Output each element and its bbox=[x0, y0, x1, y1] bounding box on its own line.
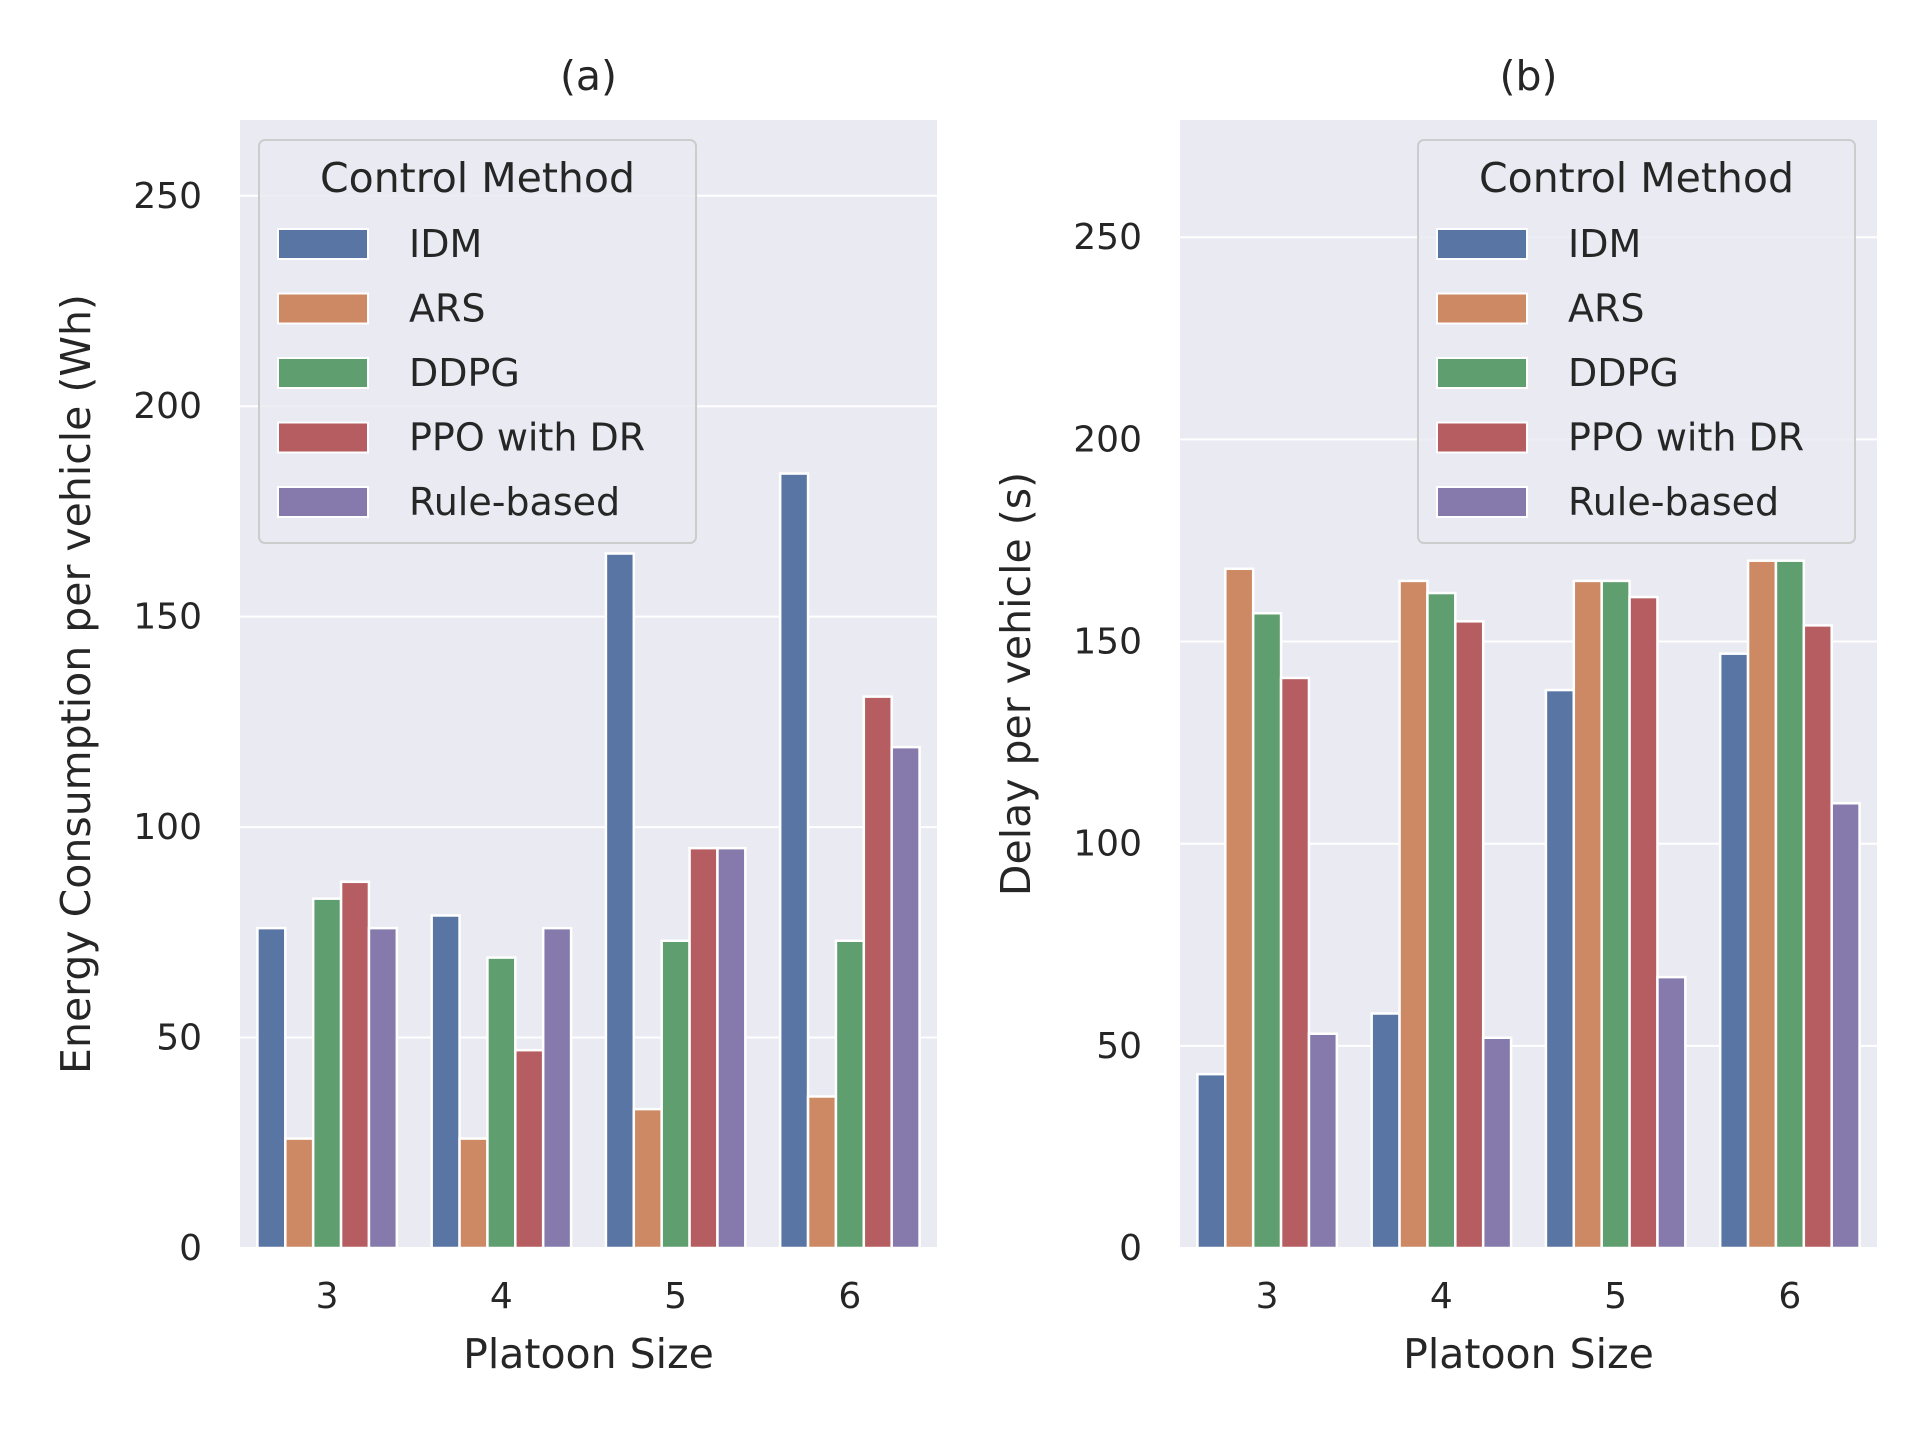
legend-label: IDM bbox=[409, 222, 482, 266]
bar bbox=[1454, 620, 1485, 1250]
y-tick-label: 100 bbox=[133, 807, 202, 848]
bar bbox=[862, 695, 893, 1250]
legend-label: ARS bbox=[1568, 287, 1645, 331]
bar bbox=[284, 1137, 315, 1250]
bar bbox=[541, 926, 573, 1250]
bar bbox=[1481, 1036, 1513, 1250]
legend-swatch bbox=[277, 292, 369, 325]
chart-panel-0: 0 50 100 150 200 250 3 4 5 6 Platoon Size Energy Co… bbox=[52, 52, 937, 1378]
bar bbox=[1718, 652, 1750, 1250]
y-axis-label: Energy Consumption per vehicle (Wh) bbox=[52, 294, 100, 1074]
y-tick-label: 150 bbox=[1073, 622, 1142, 663]
bar bbox=[716, 846, 747, 1250]
bar bbox=[1774, 559, 1806, 1250]
legend-swatch bbox=[1436, 421, 1528, 454]
bar bbox=[604, 552, 636, 1250]
y-tick-label: 0 bbox=[1119, 1228, 1142, 1269]
y-tick-label: 250 bbox=[1073, 217, 1142, 258]
legend-label: PPO with DR bbox=[409, 416, 645, 460]
y-tick-label: 50 bbox=[1096, 1026, 1142, 1067]
bar bbox=[486, 956, 517, 1250]
x-axis-label: Platoon Size bbox=[463, 1330, 714, 1378]
chart-panel-1: 0 50 100 150 200 250 3 4 5 6 Platoon Size Delay per… bbox=[992, 52, 1877, 1378]
bar bbox=[806, 1095, 838, 1250]
legend-swatch bbox=[277, 486, 369, 518]
x-tick-label: 3 bbox=[1256, 1276, 1279, 1317]
bar bbox=[458, 1137, 489, 1250]
y-tick-label: 200 bbox=[133, 386, 202, 427]
x-tick-label: 3 bbox=[316, 1276, 339, 1317]
legend-label: Rule-based bbox=[1568, 480, 1779, 524]
legend-label: DDPG bbox=[1568, 351, 1679, 395]
x-tick-label: 5 bbox=[664, 1276, 687, 1317]
legend-label: DDPG bbox=[409, 351, 520, 395]
bar bbox=[256, 926, 287, 1250]
chart-title: (b) bbox=[1499, 52, 1557, 100]
x-tick-label: 4 bbox=[1430, 1276, 1453, 1317]
legend-swatch bbox=[277, 421, 369, 454]
x-tick-label: 6 bbox=[1778, 1276, 1801, 1317]
bar bbox=[1656, 975, 1687, 1250]
x-tick-label: 5 bbox=[1604, 1276, 1627, 1317]
bar bbox=[688, 846, 719, 1250]
legend-label: IDM bbox=[1568, 222, 1641, 266]
bar bbox=[1746, 559, 1778, 1250]
legend-label: PPO with DR bbox=[1568, 416, 1804, 460]
bar bbox=[367, 926, 399, 1250]
legend: Control Method IDM ARS DDPG PPO with DR Rule-… bbox=[258, 139, 697, 544]
y-tick-label: 100 bbox=[1073, 824, 1142, 865]
y-tick-label: 0 bbox=[179, 1228, 202, 1269]
bar bbox=[1224, 567, 1255, 1250]
bar bbox=[1279, 676, 1311, 1250]
chart-title: (a) bbox=[560, 52, 617, 100]
y-tick-label: 150 bbox=[133, 597, 202, 638]
bar bbox=[1830, 802, 1861, 1250]
y-tick-label: 200 bbox=[1073, 419, 1142, 460]
bar bbox=[514, 1048, 545, 1250]
x-tick-label: 4 bbox=[490, 1276, 513, 1317]
y-tick-label: 50 bbox=[156, 1018, 202, 1059]
legend: Control Method IDM ARS DDPG PPO with DR Rule-… bbox=[1417, 139, 1856, 544]
bar bbox=[1307, 1032, 1339, 1250]
bar bbox=[430, 914, 461, 1250]
y-tick-label: 250 bbox=[133, 176, 202, 217]
bar bbox=[1426, 591, 1457, 1250]
bar bbox=[632, 1107, 663, 1250]
bar bbox=[1628, 595, 1659, 1250]
bar bbox=[1196, 1072, 1227, 1250]
x-axis-label: Platoon Size bbox=[1403, 1330, 1654, 1378]
legend-swatch bbox=[277, 357, 369, 389]
legend-swatch bbox=[1436, 357, 1528, 389]
bar bbox=[1572, 579, 1603, 1250]
bar bbox=[311, 897, 343, 1250]
legend-swatch bbox=[1436, 292, 1528, 325]
legend-swatch bbox=[277, 228, 369, 260]
legend-label: ARS bbox=[409, 287, 486, 331]
bar bbox=[778, 472, 810, 1250]
bar bbox=[1398, 579, 1429, 1250]
legend-label: Rule-based bbox=[409, 480, 620, 524]
x-tick-label: 6 bbox=[838, 1276, 861, 1317]
bar bbox=[1251, 611, 1283, 1250]
bar bbox=[834, 939, 866, 1250]
legend-swatch bbox=[1436, 228, 1528, 260]
bar bbox=[1600, 579, 1631, 1250]
bar bbox=[1370, 1012, 1401, 1250]
y-axis-label: Delay per vehicle (s) bbox=[992, 472, 1040, 896]
bar bbox=[660, 939, 691, 1250]
bar bbox=[339, 880, 371, 1250]
legend-swatch bbox=[1436, 486, 1528, 518]
legend-title: Control Method bbox=[320, 154, 635, 202]
bar bbox=[1544, 688, 1576, 1250]
legend-title: Control Method bbox=[1479, 154, 1794, 202]
bar bbox=[890, 745, 921, 1250]
bar bbox=[1802, 624, 1833, 1250]
